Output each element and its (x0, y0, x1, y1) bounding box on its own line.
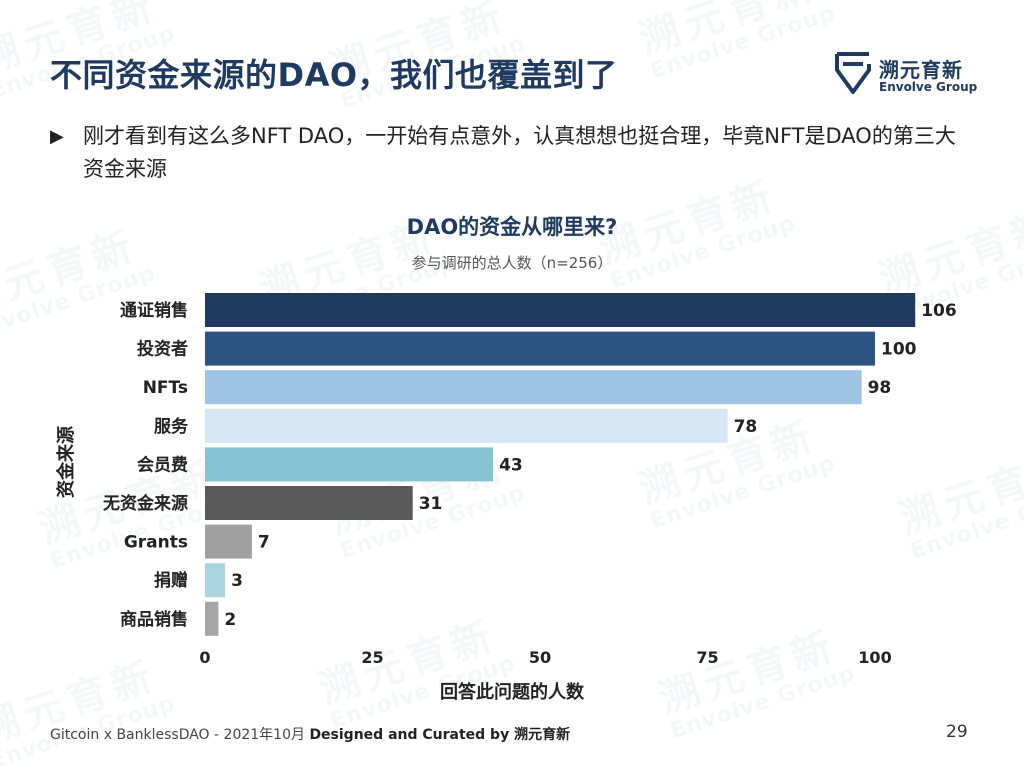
category-label: 捐赠 (154, 570, 188, 591)
bar (205, 524, 252, 559)
category-label: 会员费 (137, 454, 188, 475)
x-tick-label: 50 (529, 648, 551, 667)
bar (205, 486, 413, 520)
bar (205, 447, 494, 482)
category-label: 服务 (154, 416, 189, 437)
brand-logo: 溯元育新 Envolve Group (833, 50, 983, 98)
y-axis-label: 资金来源 (55, 426, 77, 498)
slide-title: 不同资金来源的DAO，我们也覆盖到了 (50, 56, 618, 94)
category-label: 投资者 (137, 339, 188, 360)
data-label: 98 (868, 378, 892, 398)
bullet-point: ▶ 刚才看到有这么多NFT DAO，一开始有点意外，认真想想也挺合理，毕竟NFT… (50, 120, 970, 186)
footer-text: Gitcoin x BanklessDAO - 2021年10月 (50, 727, 310, 743)
bar (205, 408, 728, 443)
footer-credit: Designed and Curated by 溯元育新 (309, 727, 571, 743)
data-label: 7 (258, 533, 270, 553)
logo-name-en: Envolve Group (879, 80, 978, 94)
bar (205, 293, 916, 327)
bar (205, 601, 219, 636)
logo-mark-icon (835, 52, 871, 94)
data-label: 100 (881, 340, 917, 360)
x-tick-label: 100 (858, 648, 891, 667)
data-label: 2 (224, 610, 236, 630)
data-label: 78 (734, 417, 758, 437)
page-number: 29 (946, 722, 968, 742)
x-tick-label: 25 (361, 648, 383, 667)
triangle-right-icon: ▶ (50, 126, 64, 147)
chart-title: DAO的资金从哪里来? (407, 215, 618, 239)
data-label: 31 (419, 494, 443, 514)
x-axis-label: 回答此问题的人数 (440, 681, 585, 703)
x-tick-label: 0 (199, 648, 210, 667)
bar (205, 331, 875, 366)
chart-subtitle: 参与调研的总人数（n=256） (412, 254, 613, 272)
category-label: NFTs (143, 378, 188, 398)
x-tick-label: 75 (696, 648, 718, 667)
bar (205, 563, 226, 598)
category-label: 通证销售 (120, 300, 188, 321)
bar (205, 370, 862, 405)
category-label: 无资金来源 (102, 493, 188, 514)
data-label: 106 (921, 301, 957, 321)
category-label: 商品销售 (120, 609, 188, 630)
data-label: 3 (231, 571, 243, 591)
logo-name-zh: 溯元育新 (879, 58, 963, 82)
data-label: 43 (499, 455, 523, 475)
category-label: Grants (124, 533, 188, 553)
bullet-text: 刚才看到有这么多NFT DAO，一开始有点意外，认真想想也挺合理，毕竟NFT是D… (83, 124, 956, 181)
footer: Gitcoin x BanklessDAO - 2021年10月 Designe… (50, 724, 570, 744)
